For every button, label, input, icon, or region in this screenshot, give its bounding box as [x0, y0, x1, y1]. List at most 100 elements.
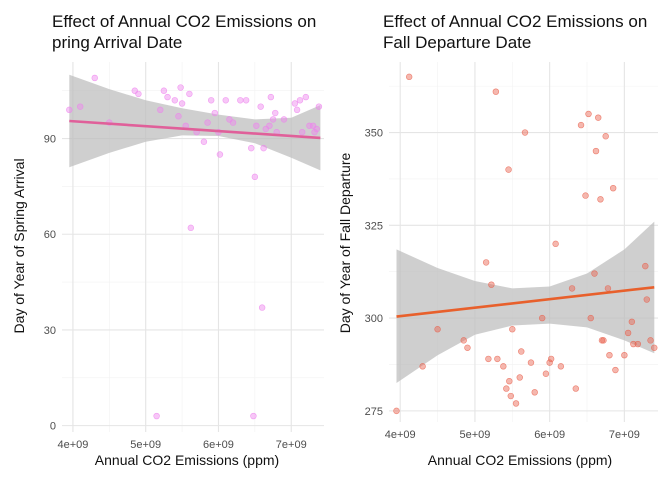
data-point: [592, 147, 600, 155]
data-point: [171, 97, 179, 104]
data-point: [222, 97, 229, 104]
data-point: [91, 74, 98, 82]
x-tick-label: 7e+09: [609, 429, 640, 441]
data-point: [647, 337, 654, 344]
chart-title-line-1: Effect of Annual CO2 Emissions on: [52, 12, 316, 31]
data-point: [628, 318, 636, 325]
data-point: [315, 103, 323, 110]
data-point: [604, 285, 612, 292]
tick-labels: 4e+09 5e+09 6e+09 7e+09 0 30 60 90: [44, 134, 307, 451]
data-point: [177, 84, 184, 91]
data-point: [568, 285, 576, 292]
y-tick-label: 275: [365, 406, 383, 418]
data-point: [527, 359, 535, 366]
data-point: [595, 114, 602, 121]
y-tick-label: 350: [365, 128, 383, 140]
data-point: [280, 116, 288, 123]
data-point: [175, 113, 182, 120]
data-point: [153, 412, 160, 420]
x-tick-label: 4e+09: [385, 429, 416, 441]
data-point: [516, 374, 523, 381]
data-point: [306, 122, 313, 129]
data-point: [577, 121, 585, 129]
data-point: [248, 144, 255, 152]
data-point: [229, 119, 237, 126]
data-point: [464, 344, 471, 351]
data-point: [460, 337, 467, 344]
data-points: [393, 73, 658, 415]
data-point: [521, 129, 529, 136]
data-point: [419, 363, 426, 370]
data-point: [66, 106, 73, 114]
data-point: [546, 359, 553, 366]
data-point: [405, 73, 413, 81]
y-axis-label: Day of Year of Fall Departure: [337, 153, 353, 334]
data-point: [506, 377, 513, 385]
data-point: [267, 93, 275, 101]
data-point: [542, 370, 550, 377]
regression-line: [396, 285, 655, 318]
data-point: [582, 192, 589, 199]
data-point: [500, 363, 507, 370]
data-point: [237, 97, 244, 104]
data-point: [630, 340, 637, 348]
data-point: [651, 344, 658, 351]
data-point: [260, 144, 267, 152]
data-point: [204, 119, 211, 126]
data-point: [302, 93, 310, 101]
chart-title-line-2: Fall Departure Date: [383, 33, 531, 52]
data-point: [253, 122, 260, 129]
y-tick-label: 325: [365, 220, 383, 232]
data-point: [643, 296, 650, 303]
regression-line: [69, 119, 321, 140]
data-point: [505, 166, 512, 173]
data-point: [258, 304, 266, 311]
tick-labels: 4e+09 5e+09 6e+09 7e+09 275 300 325 350: [365, 128, 640, 441]
data-point: [393, 407, 400, 415]
plot-area: 4e+09 5e+09 6e+09 7e+09 0 30 60 90: [44, 62, 324, 451]
y-tick-label: 0: [50, 421, 56, 433]
x-tick-label: 5e+09: [459, 429, 490, 441]
data-point: [494, 355, 501, 363]
grid: [389, 62, 658, 422]
x-tick-label: 6e+09: [203, 439, 234, 451]
data-point: [602, 133, 609, 140]
data-point: [135, 90, 142, 98]
x-tick-label: 4e+09: [57, 439, 88, 451]
data-point: [600, 337, 607, 344]
data-point: [557, 363, 565, 370]
y-tick-label: 300: [365, 313, 383, 325]
data-point: [609, 184, 617, 192]
data-point: [76, 103, 84, 110]
data-point: [164, 93, 171, 101]
chart-title-line-1: Effect of Annual CO2 Emissions on: [383, 12, 647, 31]
data-point: [492, 88, 500, 95]
data-point: [572, 385, 580, 392]
y-tick-label: 30: [44, 325, 56, 337]
data-point: [211, 109, 219, 117]
confidence-band: [69, 74, 321, 171]
data-point: [178, 100, 186, 107]
x-tick-label: 6e+09: [534, 429, 565, 441]
data-point: [552, 240, 559, 248]
data-point: [434, 326, 441, 333]
data-point: [187, 224, 195, 232]
data-point: [624, 329, 632, 337]
data-point: [296, 97, 304, 104]
data-point: [612, 366, 619, 374]
data-point: [269, 116, 277, 123]
data-point: [597, 196, 604, 203]
data-point: [157, 106, 164, 114]
data-point: [207, 97, 215, 104]
chart-title-line-2: pring Arrival Date: [52, 33, 182, 52]
data-point: [200, 138, 208, 145]
data-point: [507, 392, 514, 400]
data-point: [160, 87, 168, 94]
data-point: [293, 106, 301, 114]
x-tick-label: 5e+09: [130, 439, 161, 451]
data-point: [186, 90, 193, 98]
panel-fall-departure: Effect of Annual CO2 Emissions on Fall D…: [337, 12, 658, 468]
data-points: [66, 74, 323, 420]
data-point: [257, 103, 264, 110]
